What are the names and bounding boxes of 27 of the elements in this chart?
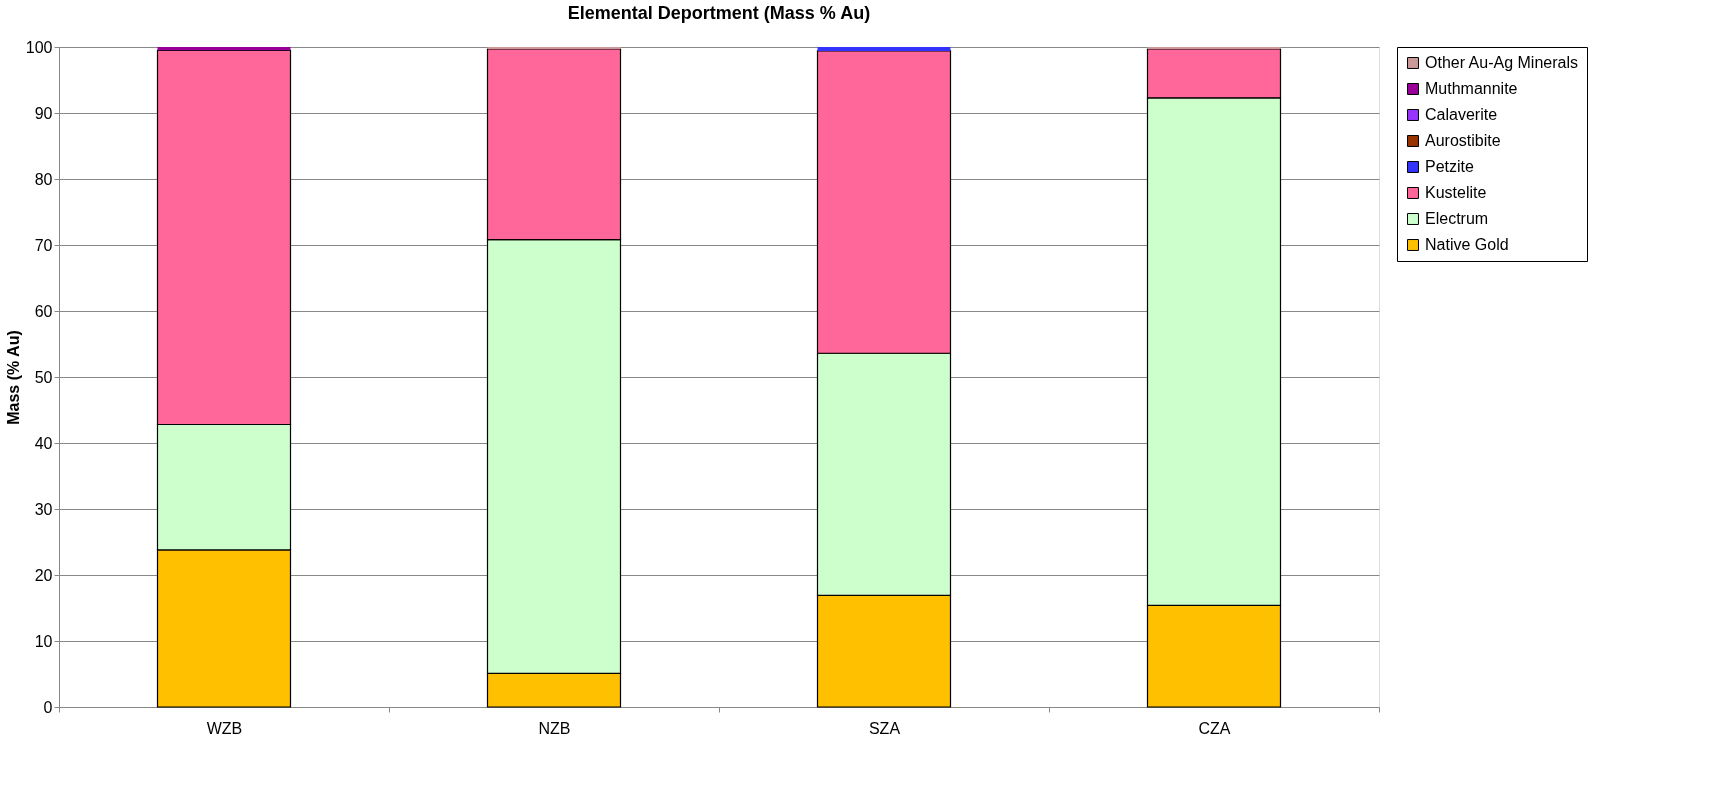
y-tick-label: 100 bbox=[25, 38, 53, 56]
x-tick-label: NZB bbox=[538, 719, 571, 737]
y-tick-label: 10 bbox=[34, 632, 53, 650]
bar bbox=[817, 47, 951, 51]
y-tick-label: 70 bbox=[34, 236, 53, 254]
legend-label: Other Au-Ag Minerals bbox=[1425, 54, 1578, 71]
y-tick-label: 60 bbox=[34, 302, 53, 320]
legend-label: Aurostibite bbox=[1425, 132, 1501, 149]
legend-label: Kustelite bbox=[1425, 184, 1487, 201]
x-tick-label: SZA bbox=[868, 719, 901, 737]
bar bbox=[157, 47, 291, 51]
y-axis-title: Mass (% Au) bbox=[4, 330, 22, 425]
y-tick-label: 30 bbox=[34, 500, 53, 518]
y-tick-label: 20 bbox=[34, 566, 53, 584]
legend-label: Calaverite bbox=[1425, 106, 1498, 123]
x-tick-label: WZB bbox=[206, 719, 243, 737]
y-tick-label: 80 bbox=[34, 170, 53, 188]
x-tick-label: CZA bbox=[1198, 719, 1231, 737]
legend-label: Native Gold bbox=[1425, 236, 1509, 253]
legend-label: Electrum bbox=[1425, 210, 1489, 227]
y-tick-label: 50 bbox=[34, 368, 53, 386]
y-tick-label: 40 bbox=[34, 434, 53, 452]
y-tick-label: 90 bbox=[34, 104, 53, 122]
legend-label: Petzite bbox=[1425, 158, 1475, 175]
legend-label: Muthmannite bbox=[1425, 80, 1518, 97]
y-tick-label: 0 bbox=[43, 698, 53, 716]
chart-title: Elemental Deportment (Mass % Au) bbox=[567, 3, 871, 23]
